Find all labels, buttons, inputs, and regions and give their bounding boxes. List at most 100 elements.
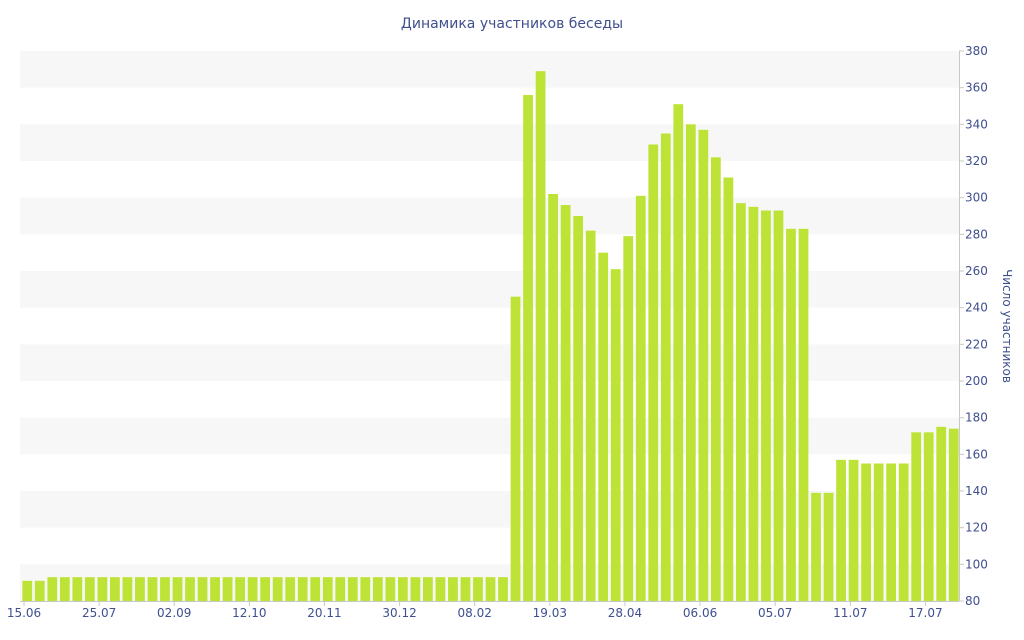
y-tick-label: 380 <box>965 44 988 58</box>
y-tick-label: 80 <box>965 594 980 608</box>
y-tick-label: 260 <box>965 264 988 278</box>
bar <box>423 577 433 601</box>
bar <box>285 577 296 601</box>
y-tick-label: 200 <box>965 374 988 388</box>
bar <box>773 210 784 601</box>
bar <box>748 206 759 602</box>
bar <box>560 205 571 601</box>
bar <box>736 203 746 601</box>
bar <box>848 459 859 601</box>
y-tick-label: 220 <box>965 337 988 351</box>
bar <box>210 577 220 601</box>
bar <box>811 492 821 601</box>
bar <box>310 577 321 601</box>
bar <box>84 577 95 601</box>
y-tick-label: 360 <box>965 81 988 95</box>
bar <box>59 577 70 601</box>
grid-band <box>20 271 959 308</box>
x-tick-label: 02.09 <box>157 606 191 620</box>
y-tick-label: 160 <box>965 447 988 461</box>
bar <box>147 577 158 601</box>
x-tick-label: 25.07 <box>82 606 116 620</box>
bar <box>923 432 934 601</box>
bar <box>786 228 796 602</box>
bar <box>97 577 108 601</box>
x-tick-label: 17.07 <box>908 606 942 620</box>
bar <box>710 157 721 602</box>
bar <box>22 580 33 601</box>
bar <box>510 296 521 601</box>
bar <box>861 463 871 601</box>
bar <box>585 230 596 601</box>
bar <box>110 577 120 601</box>
bar <box>34 580 45 601</box>
bar <box>936 426 947 601</box>
bar <box>235 577 245 601</box>
y-tick-label: 180 <box>965 411 988 425</box>
y-ticks: 80 100 120 140 160 180 200 220 240 260 280 300 320 34… <box>959 44 988 608</box>
x-tick-label: 12.10 <box>232 606 266 620</box>
bar <box>122 577 133 601</box>
y-tick-label: 320 <box>965 154 988 168</box>
bar <box>485 577 496 601</box>
y-tick-label: 240 <box>965 301 988 315</box>
y-tick-label: 340 <box>965 117 988 131</box>
bar <box>135 577 145 601</box>
bar <box>322 577 333 601</box>
bar <box>948 428 959 601</box>
bar <box>623 236 634 601</box>
bar <box>523 95 533 601</box>
bar <box>886 463 897 601</box>
chart-title: Динамика участников беседы <box>401 16 623 32</box>
bar <box>247 577 258 601</box>
bar <box>798 228 809 602</box>
bar <box>648 144 659 601</box>
x-tick-label: 20.11 <box>307 606 341 620</box>
x-tick-label: 28.04 <box>608 606 642 620</box>
x-tick-label: 05.07 <box>758 606 792 620</box>
bar <box>47 577 58 601</box>
bar <box>272 577 283 601</box>
y-tick-label: 300 <box>965 191 988 205</box>
bar <box>723 177 734 601</box>
y-tick-label: 100 <box>965 557 988 571</box>
y-tick-label: 140 <box>965 484 988 498</box>
x-tick-label: 19.03 <box>533 606 567 620</box>
x-tick-label: 06.06 <box>683 606 717 620</box>
bar <box>335 577 346 601</box>
bar <box>698 129 709 602</box>
bar <box>685 124 696 601</box>
x-tick-label: 15.06 <box>7 606 41 620</box>
bar <box>397 577 408 601</box>
grid-band <box>20 344 959 381</box>
y-tick-label: 120 <box>965 521 988 535</box>
y-tick-label: 280 <box>965 227 988 241</box>
bar <box>660 133 671 601</box>
bar <box>372 577 383 601</box>
bar <box>185 577 195 601</box>
bar <box>347 577 358 601</box>
bar <box>573 216 584 601</box>
bar <box>448 577 458 601</box>
x-tick-label: 11.07 <box>833 606 867 620</box>
bar <box>911 432 922 601</box>
bar <box>635 195 646 602</box>
bar <box>836 459 846 601</box>
bar <box>535 71 546 601</box>
bar <box>360 577 371 601</box>
y-axis-label: Число участников <box>1000 269 1014 383</box>
bar <box>172 577 183 601</box>
bar <box>410 577 421 601</box>
bar <box>72 577 83 601</box>
bar <box>460 577 471 601</box>
bar <box>610 269 621 601</box>
bar <box>222 577 233 601</box>
bar <box>598 252 609 601</box>
bar <box>385 577 396 601</box>
grid-band <box>20 417 959 455</box>
x-ticks: 15.06 25.07 02.09 12.10 20.11 30.12 08.02 19.03… <box>7 601 943 620</box>
x-tick-label: 08.02 <box>458 606 492 620</box>
bar <box>160 577 170 601</box>
bar <box>873 463 884 601</box>
